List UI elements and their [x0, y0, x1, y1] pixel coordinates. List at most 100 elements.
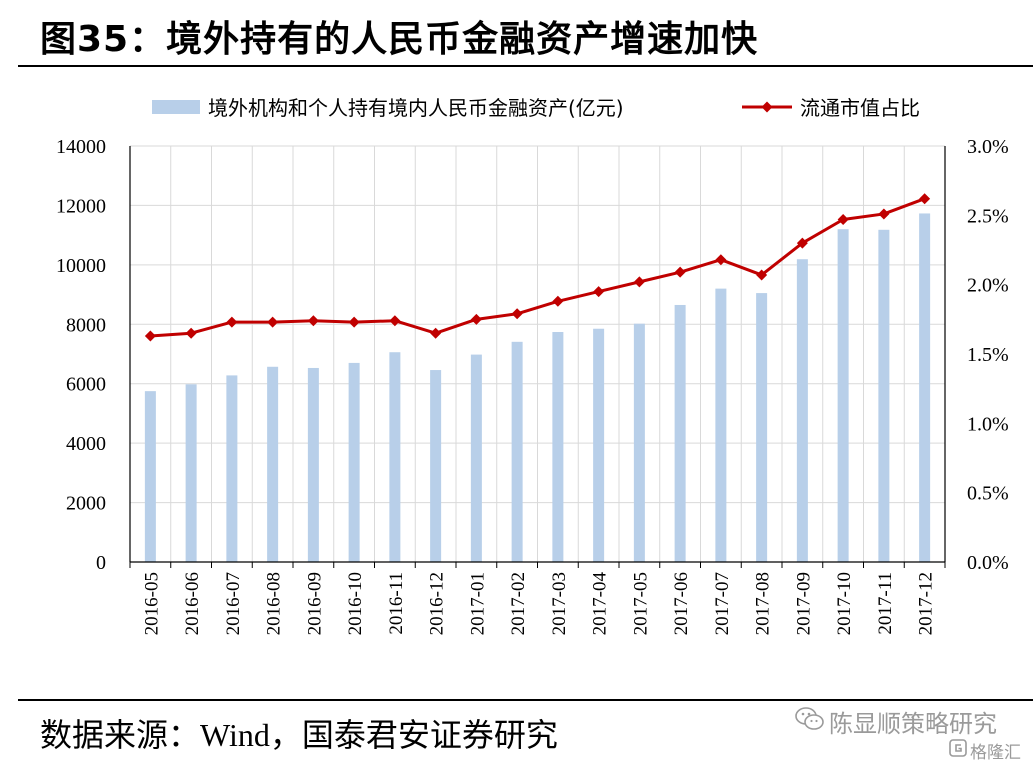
right-tick-label: 2.5% [967, 205, 1009, 227]
left-tick-label: 12000 [56, 195, 106, 217]
bar-2016-07 [226, 375, 238, 562]
bar-2016-10 [348, 362, 360, 562]
x-tick-label: 2016-09 [304, 572, 325, 635]
left-tick-label: 6000 [66, 374, 106, 396]
bar-2016-08 [267, 366, 279, 562]
line-marker-2016-05 [144, 330, 156, 342]
x-tick-label: 2016-12 [427, 572, 448, 635]
line-marker-2017-07 [715, 254, 727, 266]
x-tick-label: 2016-10 [345, 572, 366, 635]
x-tick-label: 2017-02 [508, 572, 529, 635]
bottom-divider [18, 699, 1033, 701]
x-axis-tick-labels: 2016-05 2016-06 2016-07 2016-08 2016-09 2016-… [141, 572, 936, 636]
legend: 境外机构和个人持有境内人民币金融资产(亿元) 流通市值占比 [152, 96, 920, 120]
line-series [144, 193, 931, 342]
source-prefix: 数据来源： [40, 716, 201, 754]
bar-2017-02 [511, 341, 523, 562]
line-marker-2016-06 [185, 327, 197, 339]
bar-2017-04 [593, 328, 605, 562]
bar-2016-05 [144, 391, 156, 562]
bar-2017-12 [919, 213, 931, 563]
right-tick-label: 1.5% [967, 344, 1009, 366]
line-marker-2017-03 [552, 295, 564, 307]
bar-2017-07 [715, 288, 727, 562]
line-marker-2016-08 [267, 316, 279, 328]
gelonghui-logo-icon [949, 739, 967, 757]
source-note: 数据来源：Wind，国泰君安证券研究 [40, 710, 558, 756]
source-wind: Wind [200, 717, 270, 753]
x-tick-label: 2017-10 [834, 572, 855, 635]
right-axis-tick-labels: 0.0% 0.5% 1.0% 1.5% 2.0% 2.5% 3.0% [967, 136, 1009, 574]
x-tick-label: 2017-04 [590, 572, 611, 636]
x-tick-label: 2017-11 [875, 572, 896, 635]
watermark-account: 陈显顺策略研究 [829, 710, 997, 738]
x-tick-label: 2016-07 [223, 572, 244, 635]
bar-2017-03 [552, 332, 564, 562]
bar-2017-01 [470, 354, 482, 562]
x-tick-label: 2017-09 [793, 572, 814, 635]
x-tick-label: 2017-08 [753, 572, 774, 635]
left-tick-label: 8000 [66, 314, 106, 336]
right-tick-label: 0.0% [967, 552, 1009, 574]
legend-line-label: 流通市值占比 [800, 96, 920, 120]
line-marker-2017-08 [756, 269, 768, 281]
x-tick-label: 2017-07 [712, 572, 733, 635]
x-tick-label: 2017-12 [916, 572, 937, 635]
line-marker-2016-10 [348, 316, 360, 328]
right-tick-label: 2.0% [967, 275, 1009, 297]
wechat-icon [795, 707, 824, 730]
line-marker-2017-04 [593, 286, 605, 298]
chart-title: 图35：境外持有的人民币金融资产增速加快 [40, 19, 759, 60]
line-marker-2017-01 [470, 313, 482, 325]
bar-2016-06 [185, 384, 197, 562]
watermark: 陈显顺策略研究 格隆汇 [795, 702, 1031, 764]
x-tick-label: 2016-06 [182, 572, 203, 635]
grid-lines [129, 145, 946, 563]
watermark-site: 格隆汇 [970, 743, 1021, 763]
source-suffix: ，国泰君安证券研究 [269, 716, 558, 754]
bar-2017-08 [756, 293, 768, 562]
bar-2016-11 [389, 352, 401, 562]
bar-2017-05 [633, 323, 645, 562]
right-tick-label: 3.0% [967, 136, 1009, 158]
line-marker-2017-11 [878, 208, 890, 220]
legend-bar-label: 境外机构和个人持有境内人民币金融资产(亿元) [208, 96, 624, 120]
x-tick-label: 2017-03 [549, 572, 570, 635]
line-marker-2016-09 [307, 315, 319, 327]
line-marker-2016-11 [389, 315, 401, 327]
line-marker-2017-10 [837, 213, 849, 225]
left-axis-tick-labels: 0 2000 4000 6000 8000 10000 12000 14000 [56, 136, 106, 574]
legend-bar-swatch [152, 100, 200, 114]
bar-2017-06 [674, 304, 686, 562]
left-tick-label: 2000 [66, 493, 106, 515]
line-marker-2016-07 [226, 316, 238, 328]
bar-2017-10 [837, 229, 849, 562]
x-tick-label: 2017-06 [671, 572, 692, 635]
x-tick-label: 2016-05 [141, 572, 162, 635]
left-tick-label: 10000 [56, 255, 106, 277]
left-tick-label: 14000 [56, 136, 106, 158]
legend-line-marker [761, 101, 773, 113]
x-tick-label: 2016-11 [386, 572, 407, 635]
right-tick-label: 1.0% [967, 413, 1009, 435]
x-tick-label: 2017-05 [630, 572, 651, 635]
line-marker-2017-12 [919, 193, 931, 205]
chart: 0 2000 4000 6000 8000 10000 12000 14000 0.0% 0.5… [56, 96, 1009, 636]
bar-2016-12 [430, 370, 442, 562]
bar-2016-09 [307, 367, 319, 562]
bar-2017-09 [796, 259, 808, 562]
left-tick-label: 4000 [66, 433, 106, 455]
line-marker-2017-06 [674, 266, 686, 278]
left-tick-label: 0 [96, 552, 106, 574]
bar-2017-11 [878, 229, 890, 562]
x-tick-label: 2016-08 [264, 572, 285, 635]
line-marker-2017-05 [633, 276, 645, 288]
bar-series [144, 213, 931, 563]
top-divider [18, 65, 1033, 67]
line-marker-2016-12 [430, 327, 442, 339]
x-tick-label: 2017-01 [467, 572, 488, 635]
line-marker-2017-02 [511, 308, 523, 320]
line-marker-2017-09 [796, 237, 808, 249]
axes [129, 146, 946, 568]
right-tick-label: 0.5% [967, 483, 1009, 505]
